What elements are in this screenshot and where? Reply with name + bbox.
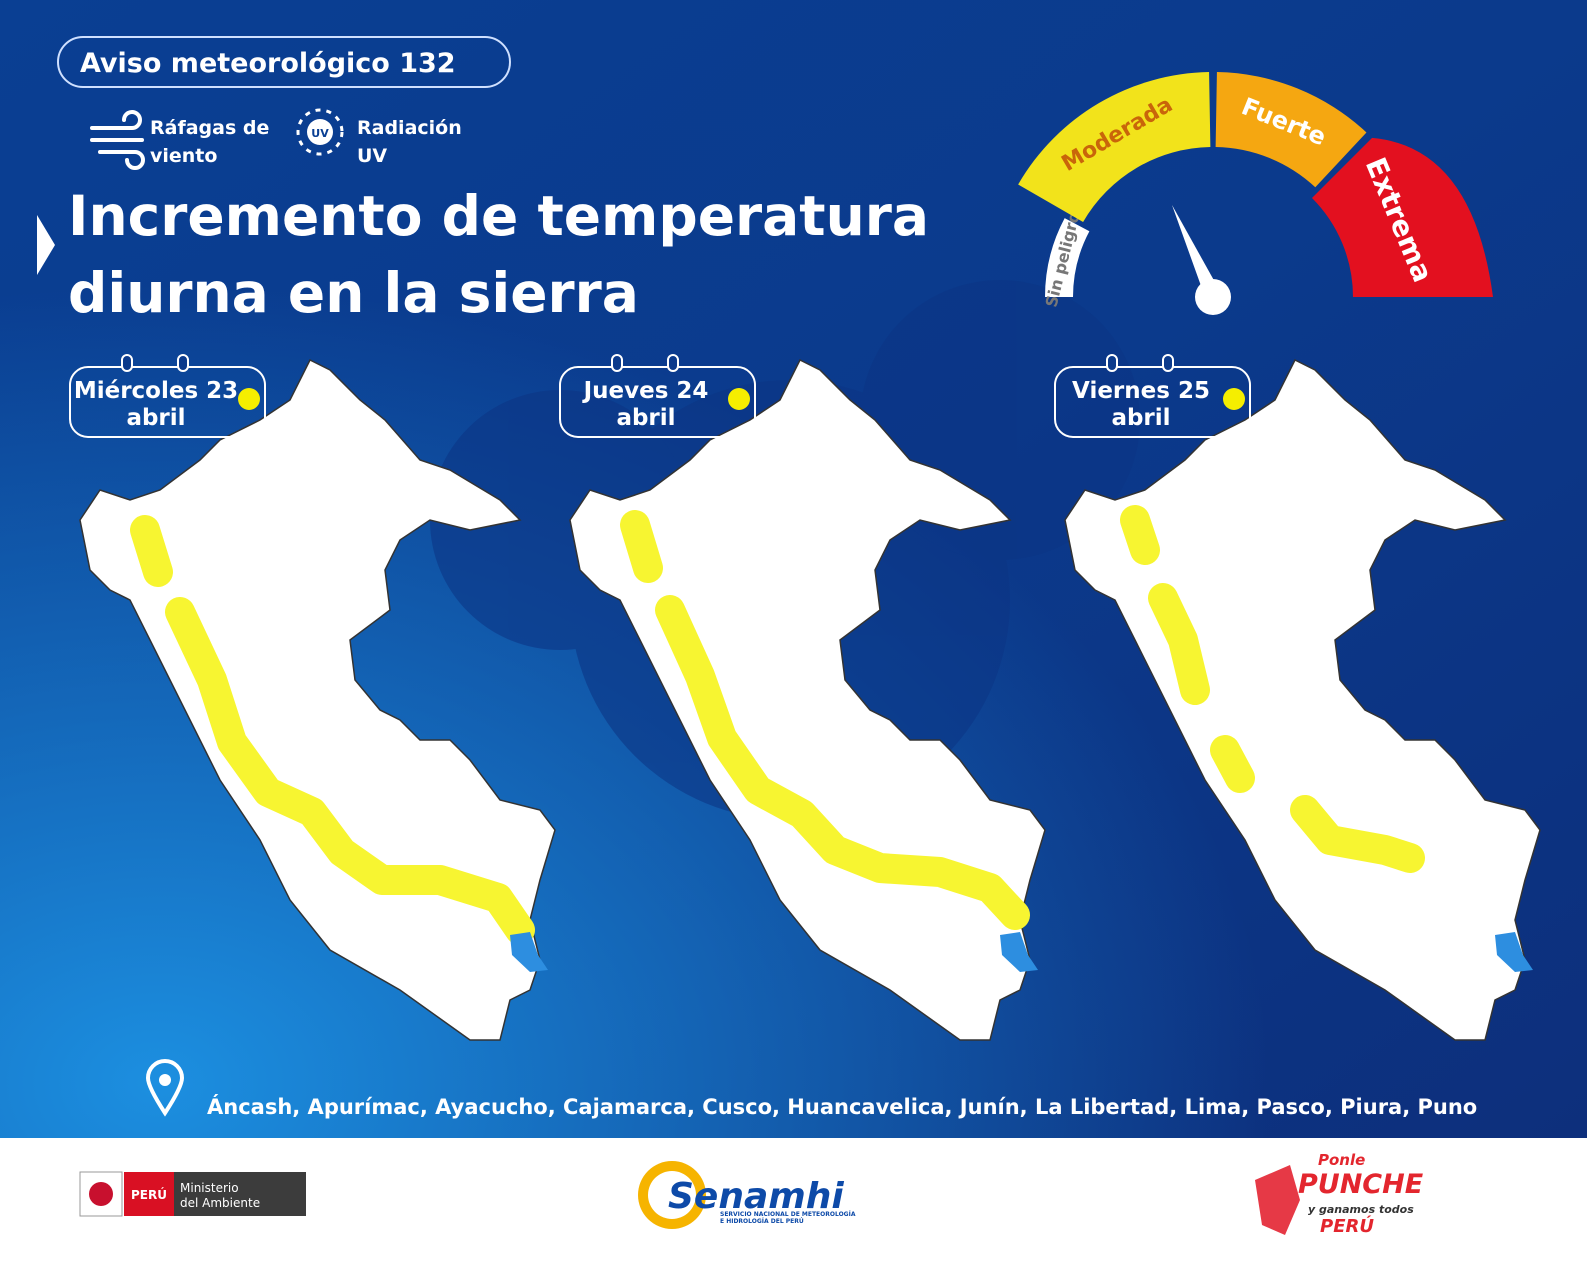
alert-zone [165, 597, 535, 945]
gauge-hub [1195, 279, 1231, 315]
hazard-label: Ráfagas de viento [150, 117, 276, 167]
date-month: abril [126, 405, 185, 431]
badge [57, 36, 511, 88]
gauge-needle [1172, 205, 1221, 297]
alert-zone [1290, 795, 1425, 873]
peru-shield-emblem [89, 1182, 113, 1206]
date-ring [611, 354, 623, 372]
senamhi-logo: Senamhi [668, 1176, 844, 1217]
date-ring [121, 354, 133, 372]
lake-zone [1495, 932, 1533, 972]
ministry-line: Ministerio [180, 1181, 239, 1195]
date-ring [177, 354, 189, 372]
uv-icon-text: UV [311, 127, 329, 140]
alert-zone [1148, 583, 1210, 705]
ministry-line: del Ambiente [180, 1196, 260, 1210]
date-badge [69, 366, 266, 438]
date-ring [1106, 354, 1118, 372]
regions: Áncash, Apurímac, Ayacucho, Cajamarca, C… [207, 1094, 1477, 1119]
gauge-segment [1045, 218, 1090, 297]
alert-zone [1210, 735, 1255, 793]
uv-icon: UV [296, 108, 344, 156]
lake-zone [510, 932, 548, 972]
punche-text: y ganamos todos [1308, 1203, 1414, 1216]
badge-text: Aviso meteorológico 132 [80, 48, 456, 79]
punche-logo: Ponle PUNCHE y ganamos todos PERÚ [1298, 1151, 1424, 1237]
alert-zone [130, 515, 173, 587]
senamhi-subtitle: SERVICIO NACIONAL DE METEOROLOGÍA E HIDR… [720, 1210, 858, 1225]
date-ring [667, 354, 679, 372]
hazard-label-line: viento [150, 145, 217, 167]
ministry-text: Ministerio del Ambiente [180, 1181, 260, 1210]
date-day: Viernes 25 [1072, 378, 1210, 404]
alert-zone [1120, 505, 1160, 565]
date-badge [1054, 366, 1251, 438]
date-day: Jueves 24 [582, 378, 709, 404]
punche-text: Ponle [1318, 1151, 1365, 1169]
title-marker [37, 215, 55, 275]
gauge-segment [1215, 72, 1367, 188]
punche-map [1255, 1165, 1300, 1235]
punche-text: PERÚ [1320, 1215, 1374, 1237]
wind-icon [90, 110, 145, 170]
alert-zone [620, 510, 663, 583]
senamhi-sun [638, 1161, 706, 1229]
date-month: abril [1111, 405, 1170, 431]
hazard-label-line: Ráfagas de [150, 117, 269, 139]
title: Incremento de temperatura diurna en la s… [68, 184, 948, 325]
sun-dot [728, 388, 750, 410]
senamhi-subtitle-line: SERVICIO NACIONAL DE METEOROLOGÍA [720, 1210, 856, 1218]
gauge-segment [1018, 72, 1211, 222]
location-icon [145, 1059, 185, 1117]
ministry-box [174, 1172, 306, 1216]
hazard-label-line: Radiación [357, 117, 462, 139]
peru-text: PERÚ [131, 1187, 167, 1202]
title-line: Incremento de temperatura [68, 184, 929, 248]
hazard-label: Radiación UV [357, 117, 468, 167]
date-badge [559, 366, 756, 438]
hazard-label-line: UV [357, 145, 387, 167]
title-line: diurna en la sierra [68, 261, 639, 325]
peru-box [124, 1172, 174, 1216]
senamhi-subtitle-line: E HIDROLOGÍA DEL PERÚ [720, 1217, 804, 1225]
gauge-segment [1311, 137, 1493, 297]
sun-dot [1223, 388, 1245, 410]
date-ring [1162, 354, 1174, 372]
punche-text: PUNCHE [1298, 1169, 1424, 1200]
date-day: Miércoles 23 [74, 378, 238, 404]
alert-zone [655, 595, 1030, 930]
date-month: abril [616, 405, 675, 431]
sun-dot [238, 388, 260, 410]
lake-zone [1000, 932, 1038, 972]
